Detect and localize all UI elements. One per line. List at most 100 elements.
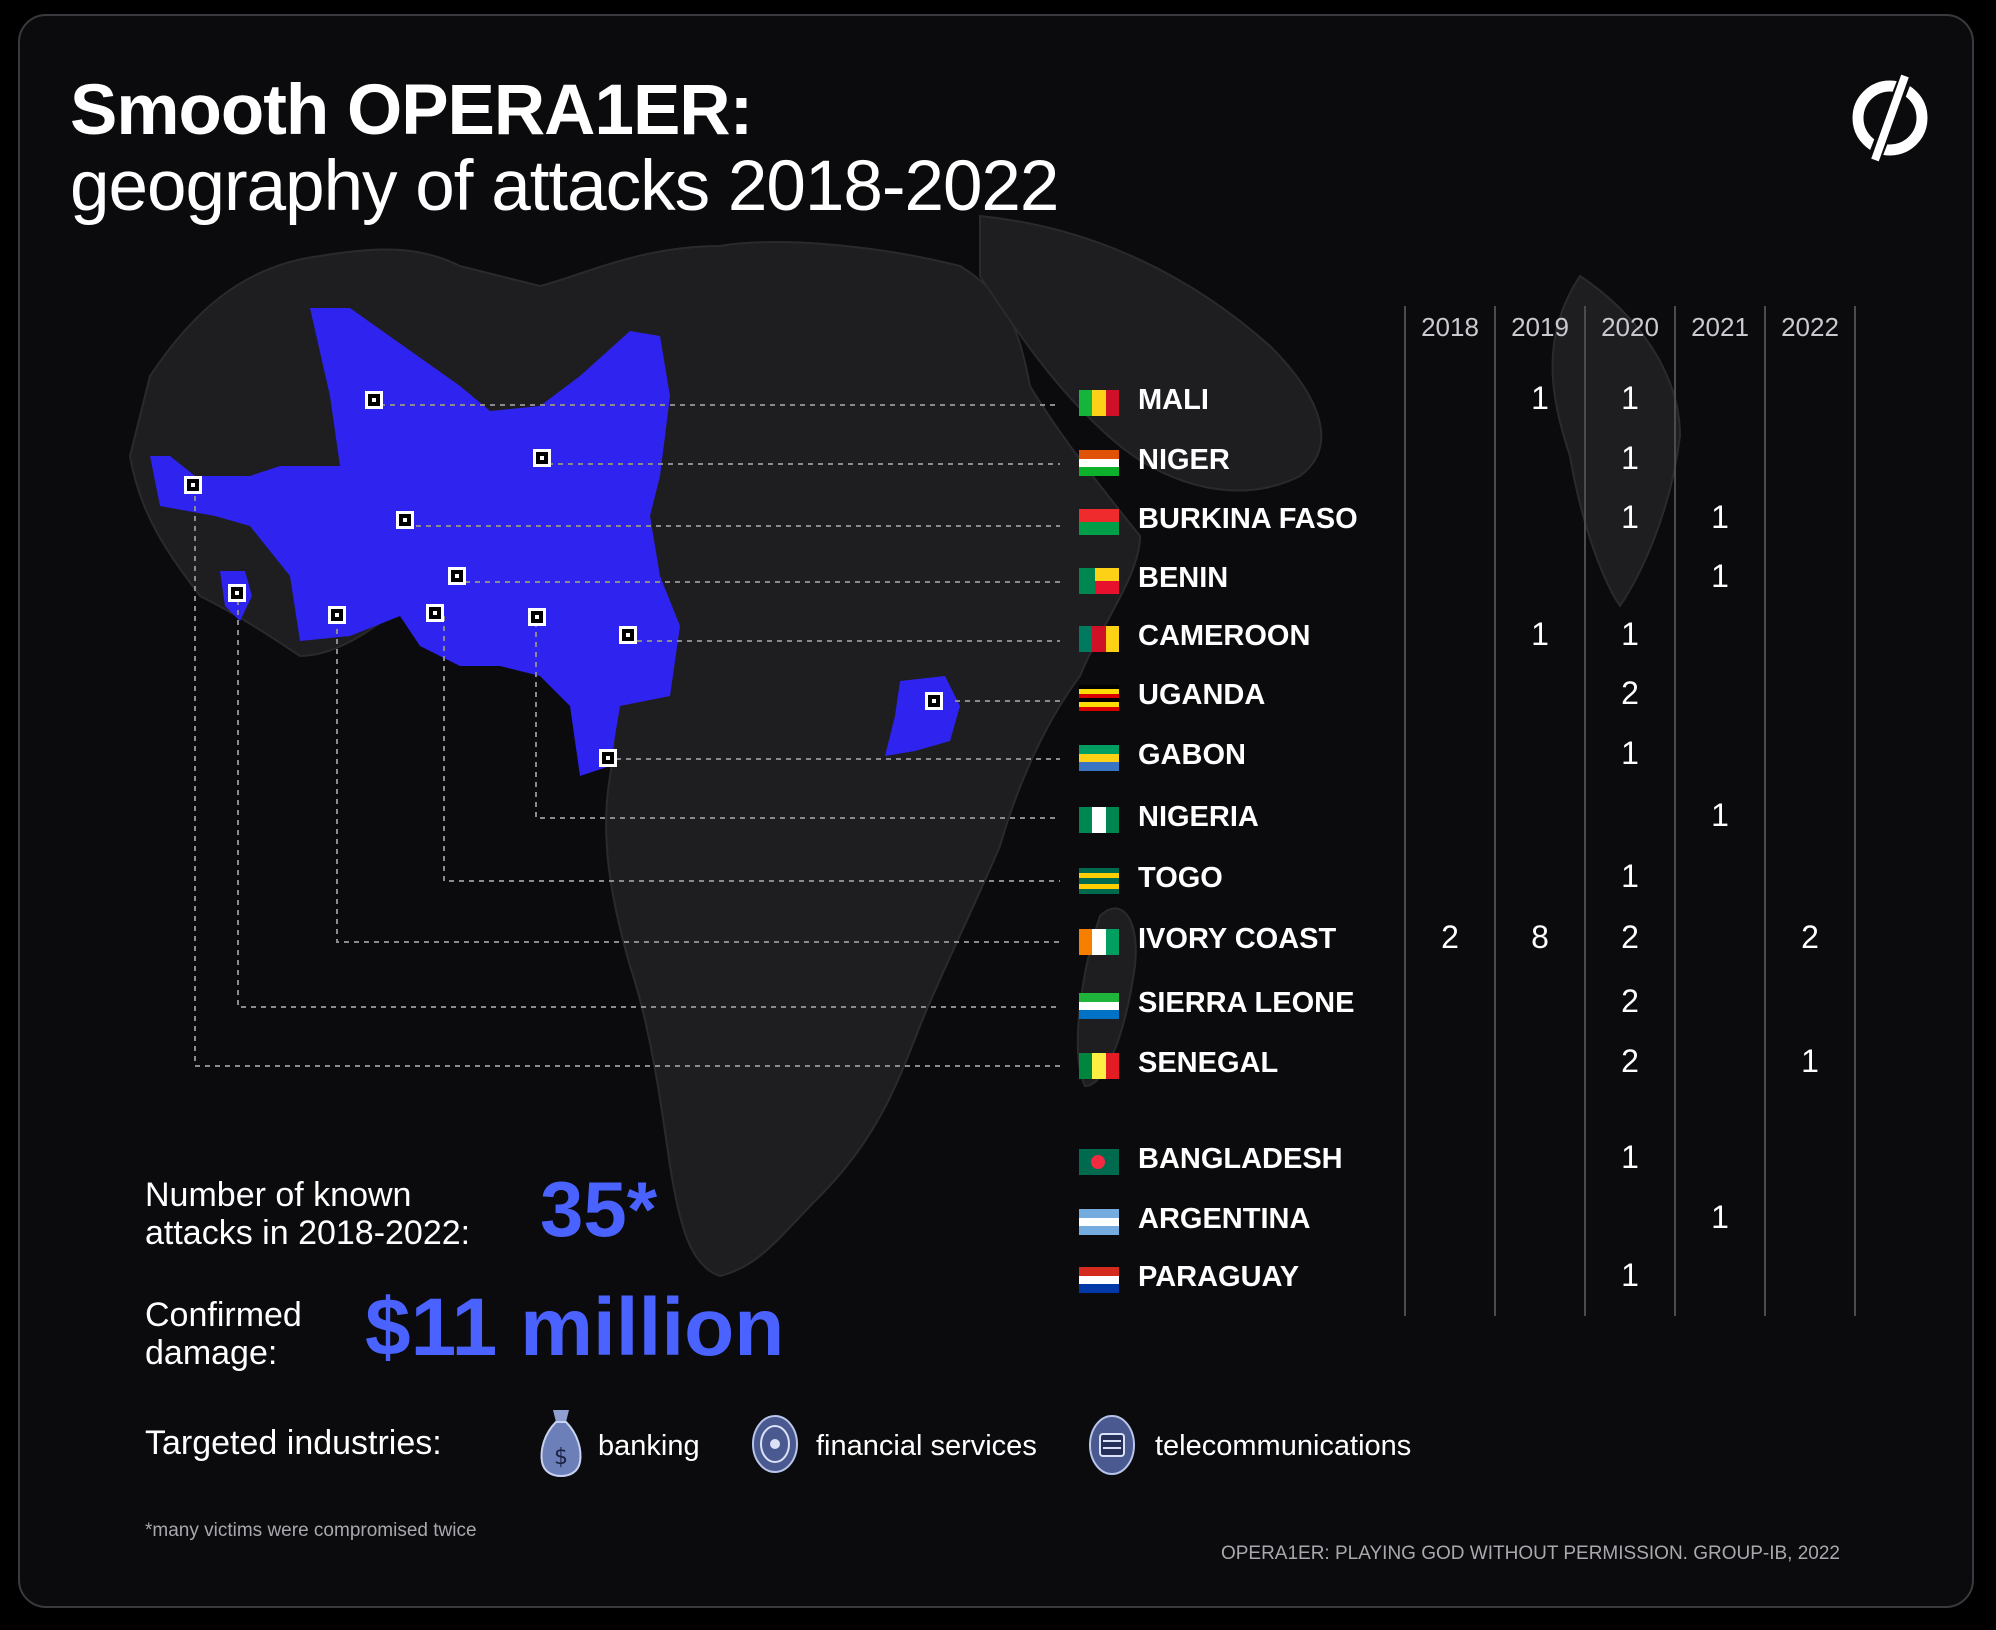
svg-text:$: $ <box>554 1445 568 1470</box>
flag-icon <box>1079 807 1119 833</box>
flag-icon <box>1079 626 1119 652</box>
damage-value: $11 million <box>365 1282 785 1373</box>
attacks-label: Number of known attacks in 2018-2022: <box>145 1176 470 1252</box>
country-name: TOGO <box>1138 862 1223 894</box>
connector-senegal <box>194 496 1060 1067</box>
sim-card-icon <box>1089 1415 1135 1475</box>
attack-count: 1 <box>1711 1199 1729 1235</box>
marker-uganda <box>925 692 943 710</box>
marker-sierra-leone <box>228 584 246 602</box>
marker-mali <box>365 391 383 409</box>
flag-icon <box>1079 929 1119 955</box>
industry-financial-label: financial services <box>816 1430 1037 1462</box>
group-ib-logo-icon <box>1852 71 1928 165</box>
attack-count: 1 <box>1621 858 1639 894</box>
africa-map <box>128 214 1856 1316</box>
industries-label: Targeted industries: <box>145 1424 442 1462</box>
flag-icon <box>1079 568 1119 594</box>
marker-nigeria <box>528 608 546 626</box>
country-name: SIERRA LEONE <box>1138 987 1355 1019</box>
marker-niger <box>533 449 551 467</box>
arabian-peninsula <box>979 214 1323 492</box>
country-name: ARGENTINA <box>1138 1203 1311 1235</box>
connector-togo <box>443 616 1060 882</box>
attack-count: 1 <box>1711 797 1729 833</box>
damage-label-line1: Confirmed <box>145 1296 302 1334</box>
marker-benin <box>448 567 466 585</box>
year-header: 2021 <box>1691 312 1749 342</box>
attack-count: 2 <box>1621 919 1639 955</box>
footnote: *many victims were compromised twice <box>145 1520 477 1541</box>
country-name: SENEGAL <box>1138 1047 1279 1079</box>
attack-count: 1 <box>1711 558 1729 594</box>
connector-ivory <box>336 619 1060 943</box>
industry-telecom-label: telecommunications <box>1155 1430 1412 1462</box>
attack-count: 1 <box>1711 499 1729 535</box>
attack-count: 1 <box>1531 380 1549 416</box>
country-name: NIGERIA <box>1138 801 1259 833</box>
attack-count: 2 <box>1441 919 1459 955</box>
country-name: UGANDA <box>1138 679 1266 711</box>
marker-senegal <box>184 476 202 494</box>
attack-count: 1 <box>1621 440 1639 476</box>
country-name: PARAGUAY <box>1138 1261 1300 1293</box>
flag-icon <box>1079 1209 1119 1235</box>
marker-ivory-coast <box>328 606 346 624</box>
table-dividers <box>1404 306 1856 1316</box>
flag-icon <box>1079 450 1119 476</box>
marker-cameroon <box>619 626 637 644</box>
flag-icon <box>1079 1149 1119 1175</box>
connector-sierra <box>237 600 1060 1008</box>
damage-label-line2: damage: <box>145 1334 278 1372</box>
flag-icon <box>1079 993 1119 1019</box>
country-name: BANGLADESH <box>1138 1143 1343 1175</box>
industry-banking-label: banking <box>598 1430 700 1462</box>
attack-count: 2 <box>1801 919 1819 955</box>
country-name: MALI <box>1138 384 1209 416</box>
flag-icon <box>1079 390 1119 416</box>
attack-count: 1 <box>1621 499 1639 535</box>
country-name: IVORY COAST <box>1138 923 1337 955</box>
attack-count: 2 <box>1621 675 1639 711</box>
marker-togo <box>426 604 444 622</box>
attack-count: 1 <box>1621 735 1639 771</box>
attack-count: 1 <box>1621 1257 1639 1293</box>
infographic-card: Smooth OPERA1ER: geography of attacks 20… <box>18 14 1974 1608</box>
year-header: 2020 <box>1601 312 1659 342</box>
country-name: NIGER <box>1138 444 1230 476</box>
flag-icon <box>1079 1053 1119 1079</box>
marker-gabon <box>599 749 617 767</box>
year-header: 2018 <box>1421 312 1479 342</box>
attack-count: 1 <box>1621 616 1639 652</box>
title-line-1: Smooth OPERA1ER: <box>70 71 753 150</box>
country-name: BENIN <box>1138 562 1229 594</box>
connector-lines <box>194 404 1060 1067</box>
attack-count: 1 <box>1531 616 1549 652</box>
flag-icon <box>1079 745 1119 771</box>
attack-count: 1 <box>1801 1043 1819 1079</box>
damage-label: Confirmed damage: <box>145 1296 302 1372</box>
country-name: CAMEROON <box>1138 620 1311 652</box>
attack-count: 2 <box>1621 983 1639 1019</box>
money-bag-icon: $ <box>540 1410 582 1478</box>
attacks-label-line1: Number of known <box>145 1176 412 1214</box>
country-name: BURKINA FASO <box>1138 503 1358 535</box>
year-header: 2019 <box>1511 312 1569 342</box>
flag-icon <box>1079 509 1119 535</box>
source-credit: OPERA1ER: PLAYING GOD WITHOUT PERMISSION… <box>1220 1543 1840 1564</box>
year-header: 2022 <box>1781 312 1839 342</box>
marker-burkina-faso <box>396 511 414 529</box>
flag-icon <box>1079 685 1119 711</box>
west-africa-highlight <box>150 308 680 776</box>
flag-icon <box>1079 1267 1119 1293</box>
attacks-value: 35* <box>540 1165 658 1253</box>
title-line-2: geography of attacks 2018-2022 <box>70 147 1059 226</box>
country-name: GABON <box>1138 739 1246 771</box>
attacks-label-line2: attacks in 2018-2022: <box>145 1214 471 1252</box>
attack-count: 2 <box>1621 1043 1639 1079</box>
attack-count: 1 <box>1621 1139 1639 1175</box>
coin-icon <box>752 1415 798 1473</box>
attack-count: 1 <box>1621 380 1639 416</box>
flag-icon <box>1079 868 1119 894</box>
attack-count: 8 <box>1531 919 1549 955</box>
